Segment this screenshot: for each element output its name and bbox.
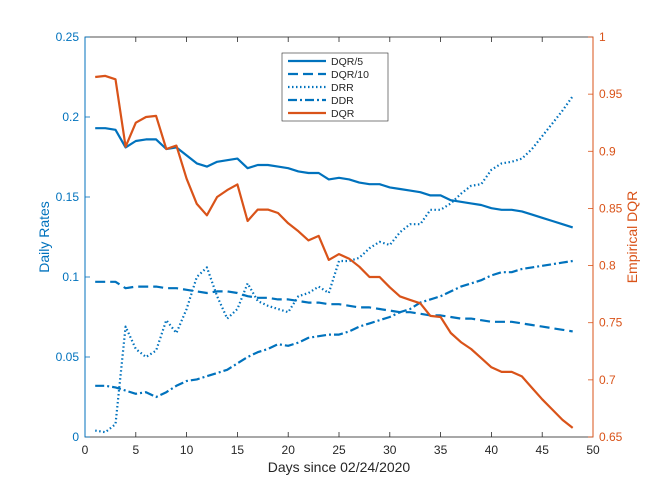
x-tick-label: 35 <box>434 443 448 457</box>
left-tick-label: 0.15 <box>56 190 80 204</box>
right-tick-label: 1 <box>599 30 606 44</box>
legend-label: DQR <box>331 108 355 120</box>
x-tick-label: 10 <box>180 443 194 457</box>
x-tick-label: 30 <box>383 443 397 457</box>
left-tick-label: 0.25 <box>56 30 80 44</box>
x-tick-label: 20 <box>282 443 296 457</box>
x-tick-label: 0 <box>82 443 89 457</box>
right-tick-label: 0.85 <box>599 201 623 215</box>
legend-box <box>281 52 389 122</box>
right-tick-label: 0.9 <box>599 144 616 158</box>
left-tick-label: 0.2 <box>62 110 79 124</box>
series-line-drr <box>95 95 574 434</box>
left-tick-label: 0 <box>72 430 79 444</box>
right-axis-ticks: 0.65 0.7 0.75 0.8 0.85 0.9 0.95 1 <box>588 30 623 444</box>
left-axis-label: Daily Rates <box>36 201 52 273</box>
left-axis-ticks: 0 0.05 0.1 0.15 0.2 0.25 <box>56 30 90 444</box>
x-tick-label: 50 <box>586 443 600 457</box>
right-tick-label: 0.65 <box>599 430 623 444</box>
legend-label: DQR/5 <box>331 56 363 68</box>
x-tick-label: 5 <box>132 443 139 457</box>
left-tick-label: 0.1 <box>62 270 79 284</box>
left-tick-label: 0.05 <box>56 350 80 364</box>
right-tick-label: 0.95 <box>599 87 623 101</box>
legend-label: DQR/10 <box>331 69 369 81</box>
x-axis-ticks: 0 5 10 15 20 25 30 35 40 45 50 <box>82 37 600 457</box>
legend-label: DRR <box>331 82 354 94</box>
right-tick-label: 0.8 <box>599 259 616 273</box>
series-line-dqr <box>95 74 574 429</box>
x-tick-label: 15 <box>231 443 245 457</box>
x-axis-label: Days since 02/24/2020 <box>268 459 411 475</box>
x-tick-label: 25 <box>332 443 346 457</box>
series-lines <box>95 74 574 434</box>
series-line-dqr-10 <box>95 280 573 333</box>
x-tick-label: 40 <box>485 443 499 457</box>
series-line-dqr-5 <box>95 127 574 229</box>
x-tick-label: 45 <box>536 443 550 457</box>
series-line-ddr <box>95 259 573 399</box>
right-axis-label: Empirical DQR <box>624 191 640 284</box>
right-tick-label: 0.7 <box>599 373 616 387</box>
right-tick-label: 0.75 <box>599 316 623 330</box>
legend-label: DDR <box>331 95 354 107</box>
